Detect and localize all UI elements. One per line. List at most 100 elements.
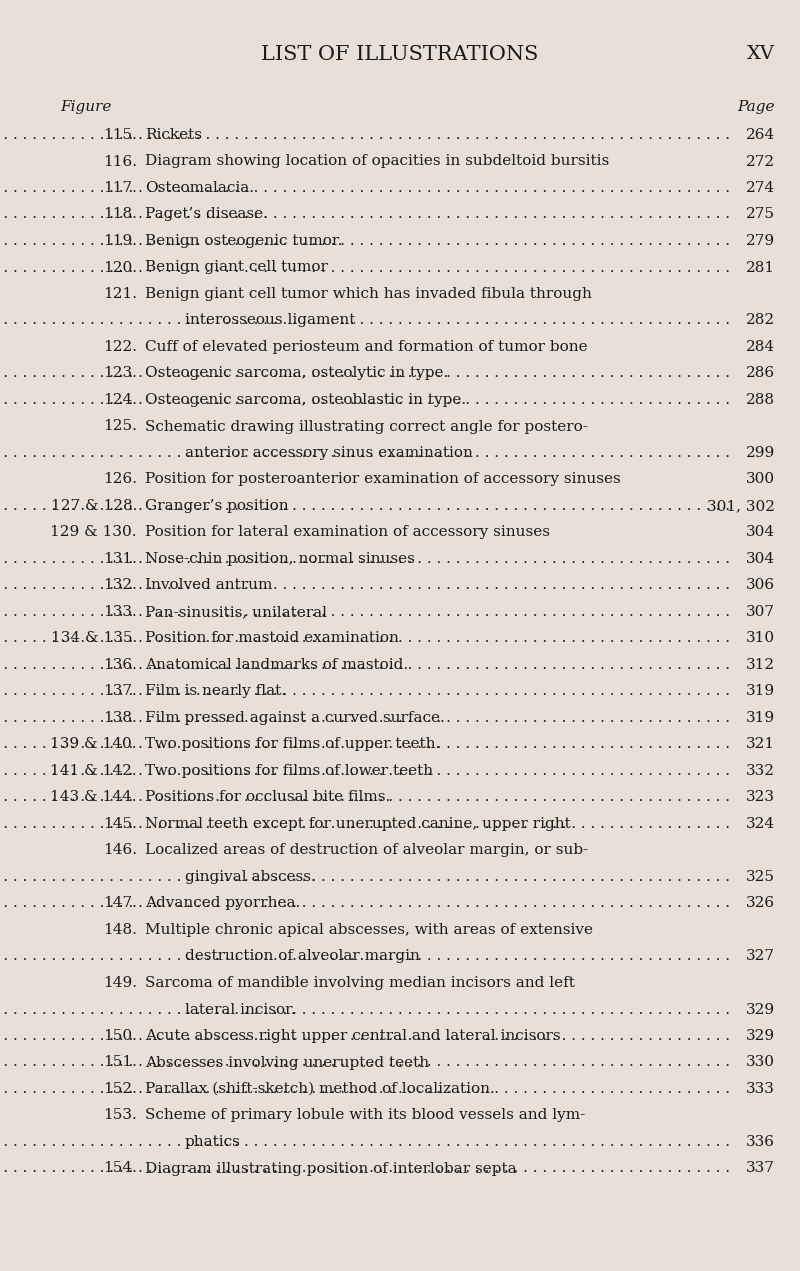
- Text: Advanced pyorrhea.: Advanced pyorrhea.: [145, 896, 300, 910]
- Text: interosseous ligament: interosseous ligament: [185, 314, 355, 328]
- Text: . . . . . . . . . . . . . . . . . . . . . . . . . . . . . . . . . . . . . . . . : . . . . . . . . . . . . . . . . . . . . …: [0, 552, 730, 566]
- Text: . . . . . . . . . . . . . . . . . . . . . . . . . . . . . . . . . . . . . . . . : . . . . . . . . . . . . . . . . . . . . …: [0, 632, 730, 646]
- Text: 154.: 154.: [103, 1162, 137, 1176]
- Text: Cuff of elevated periosteum and formation of tumor bone: Cuff of elevated periosteum and formatio…: [145, 341, 588, 355]
- Text: . . . . . . . . . . . . . . . . . . . . . . . . . . . . . . . . . . . . . . . . : . . . . . . . . . . . . . . . . . . . . …: [0, 1055, 730, 1069]
- Text: . . . . . . . . . . . . . . . . . . . . . . . . . . . . . . . . . . . . . . . . : . . . . . . . . . . . . . . . . . . . . …: [0, 393, 730, 407]
- Text: Osteomalacia.: Osteomalacia.: [145, 180, 254, 194]
- Text: 121.: 121.: [103, 287, 137, 301]
- Text: Osteogenic sarcoma, osteoblastic in type.: Osteogenic sarcoma, osteoblastic in type…: [145, 393, 466, 407]
- Text: 279: 279: [746, 234, 775, 248]
- Text: 141 & 142.: 141 & 142.: [50, 764, 137, 778]
- Text: Page: Page: [738, 100, 775, 114]
- Text: 137.: 137.: [103, 685, 137, 699]
- Text: 325: 325: [746, 871, 775, 885]
- Text: 126.: 126.: [103, 473, 137, 487]
- Text: . . . . . . . . . . . . . . . . . . . . . . . . . . . . . . . . . . . . . . . . : . . . . . . . . . . . . . . . . . . . . …: [0, 685, 730, 699]
- Text: Involved antrum: Involved antrum: [145, 578, 272, 592]
- Text: 146.: 146.: [103, 844, 137, 858]
- Text: . . . . . . . . . . . . . . . . . . . . . . . . . . . . . . . . . . . . . . . . : . . . . . . . . . . . . . . . . . . . . …: [0, 366, 730, 380]
- Text: 134 & 135.: 134 & 135.: [50, 632, 137, 646]
- Text: 304: 304: [746, 525, 775, 539]
- Text: 147.: 147.: [103, 896, 137, 910]
- Text: 307: 307: [746, 605, 775, 619]
- Text: . . . . . . . . . . . . . . . . . . . . . . . . . . . . . . . . . . . . . . . . : . . . . . . . . . . . . . . . . . . . . …: [0, 764, 730, 778]
- Text: . . . . . . . . . . . . . . . . . . . . . . . . . . . . . . . . . . . . . . . . : . . . . . . . . . . . . . . . . . . . . …: [0, 817, 730, 831]
- Text: Paget’s disease.: Paget’s disease.: [145, 207, 268, 221]
- Text: 333: 333: [746, 1082, 775, 1096]
- Text: 151.: 151.: [103, 1055, 137, 1069]
- Text: . . . . . . . . . . . . . . . . . . . . . . . . . . . . . . . . . . . . . . . . : . . . . . . . . . . . . . . . . . . . . …: [0, 1003, 730, 1017]
- Text: 299: 299: [746, 446, 775, 460]
- Text: 306: 306: [746, 578, 775, 592]
- Text: Pan-sinusitis, unilateral: Pan-sinusitis, unilateral: [145, 605, 327, 619]
- Text: 116.: 116.: [103, 155, 137, 169]
- Text: . . . . . . . . . . . . . . . . . . . . . . . . . . . . . . . . . . . . . . . . : . . . . . . . . . . . . . . . . . . . . …: [0, 871, 730, 885]
- Text: 143 & 144.: 143 & 144.: [50, 791, 137, 805]
- Text: 301, 302: 301, 302: [707, 500, 775, 513]
- Text: 324: 324: [746, 817, 775, 831]
- Text: XV: XV: [747, 44, 775, 64]
- Text: Osteogenic sarcoma, osteolytic in type.: Osteogenic sarcoma, osteolytic in type.: [145, 366, 448, 380]
- Text: 275: 275: [746, 207, 775, 221]
- Text: 321: 321: [746, 737, 775, 751]
- Text: Abscesses involving unerupted teeth: Abscesses involving unerupted teeth: [145, 1055, 429, 1069]
- Text: . . . . . . . . . . . . . . . . . . . . . . . . . . . . . . . . . . . . . . . . : . . . . . . . . . . . . . . . . . . . . …: [0, 314, 730, 328]
- Text: 152.: 152.: [103, 1082, 137, 1096]
- Text: . . . . . . . . . . . . . . . . . . . . . . . . . . . . . . . . . . . . . . . . : . . . . . . . . . . . . . . . . . . . . …: [0, 710, 730, 724]
- Text: Acute abscess right upper central and lateral incisors: Acute abscess right upper central and la…: [145, 1030, 561, 1043]
- Text: 330: 330: [746, 1055, 775, 1069]
- Text: 120.: 120.: [103, 261, 137, 275]
- Text: 150.: 150.: [103, 1030, 137, 1043]
- Text: . . . . . . . . . . . . . . . . . . . . . . . . . . . . . . . . . . . . . . . . : . . . . . . . . . . . . . . . . . . . . …: [0, 1082, 730, 1096]
- Text: Film pressed against a curved surface.: Film pressed against a curved surface.: [145, 710, 445, 724]
- Text: Granger’s position: Granger’s position: [145, 500, 289, 513]
- Text: 312: 312: [746, 658, 775, 672]
- Text: 136.: 136.: [103, 658, 137, 672]
- Text: . . . . . . . . . . . . . . . . . . . . . . . . . . . . . . . . . . . . . . . . : . . . . . . . . . . . . . . . . . . . . …: [0, 658, 730, 672]
- Text: Film is nearly flat.: Film is nearly flat.: [145, 685, 286, 699]
- Text: 272: 272: [746, 155, 775, 169]
- Text: 323: 323: [746, 791, 775, 805]
- Text: 145.: 145.: [103, 817, 137, 831]
- Text: . . . . . . . . . . . . . . . . . . . . . . . . . . . . . . . . . . . . . . . . : . . . . . . . . . . . . . . . . . . . . …: [0, 605, 730, 619]
- Text: Benign osteogenic tumor.: Benign osteogenic tumor.: [145, 234, 342, 248]
- Text: Rickets: Rickets: [145, 128, 202, 142]
- Text: lateral incisor.: lateral incisor.: [185, 1003, 296, 1017]
- Text: Diagram illustrating position of interlobar septa: Diagram illustrating position of interlo…: [145, 1162, 517, 1176]
- Text: 319: 319: [746, 685, 775, 699]
- Text: 284: 284: [746, 341, 775, 355]
- Text: destruction of alveolar margin: destruction of alveolar margin: [185, 949, 420, 963]
- Text: 274: 274: [746, 180, 775, 194]
- Text: 281: 281: [746, 261, 775, 275]
- Text: 117.: 117.: [103, 180, 137, 194]
- Text: 264: 264: [746, 128, 775, 142]
- Text: Schematic drawing illustrating correct angle for postero-: Schematic drawing illustrating correct a…: [145, 419, 588, 433]
- Text: Nose-chin position, normal sinuses: Nose-chin position, normal sinuses: [145, 552, 415, 566]
- Text: Multiple chronic apical abscesses, with areas of extensive: Multiple chronic apical abscesses, with …: [145, 923, 593, 937]
- Text: Sarcoma of mandible involving median incisors and left: Sarcoma of mandible involving median inc…: [145, 976, 575, 990]
- Text: 319: 319: [746, 710, 775, 724]
- Text: . . . . . . . . . . . . . . . . . . . . . . . . . . . . . . . . . . . . . . . . : . . . . . . . . . . . . . . . . . . . . …: [0, 949, 730, 963]
- Text: . . . . . . . . . . . . . . . . . . . . . . . . . . . . . . . . . . . . . . . . : . . . . . . . . . . . . . . . . . . . . …: [0, 234, 730, 248]
- Text: . . . . . . . . . . . . . . . . . . . . . . . . . . . . . . . . . . . . . . . . : . . . . . . . . . . . . . . . . . . . . …: [0, 737, 730, 751]
- Text: 336: 336: [746, 1135, 775, 1149]
- Text: 153.: 153.: [103, 1108, 137, 1122]
- Text: 329: 329: [746, 1030, 775, 1043]
- Text: 127 & 128.: 127 & 128.: [50, 500, 137, 513]
- Text: 123.: 123.: [103, 366, 137, 380]
- Text: . . . . . . . . . . . . . . . . . . . . . . . . . . . . . . . . . . . . . . . . : . . . . . . . . . . . . . . . . . . . . …: [0, 791, 730, 805]
- Text: Benign giant cell tumor: Benign giant cell tumor: [145, 261, 328, 275]
- Text: . . . . . . . . . . . . . . . . . . . . . . . . . . . . . . . . . . . . . . . . : . . . . . . . . . . . . . . . . . . . . …: [0, 1135, 730, 1149]
- Text: . . . . . . . . . . . . . . . . . . . . . . . . . . . . . . . . . . . . . . . . : . . . . . . . . . . . . . . . . . . . . …: [0, 578, 730, 592]
- Text: Two positions for films of lower teeth: Two positions for films of lower teeth: [145, 764, 433, 778]
- Text: anterior accessory sinus examination: anterior accessory sinus examination: [185, 446, 473, 460]
- Text: 149.: 149.: [103, 976, 137, 990]
- Text: . . . . . . . . . . . . . . . . . . . . . . . . . . . . . . . . . . . . . . . . : . . . . . . . . . . . . . . . . . . . . …: [0, 446, 730, 460]
- Text: Localized areas of destruction of alveolar margin, or sub-: Localized areas of destruction of alveol…: [145, 844, 588, 858]
- Text: 132.: 132.: [103, 578, 137, 592]
- Text: 288: 288: [746, 393, 775, 407]
- Text: 124.: 124.: [103, 393, 137, 407]
- Text: . . . . . . . . . . . . . . . . . . . . . . . . . . . . . . . . . . . . . . . . : . . . . . . . . . . . . . . . . . . . . …: [0, 207, 730, 221]
- Text: 138.: 138.: [103, 710, 137, 724]
